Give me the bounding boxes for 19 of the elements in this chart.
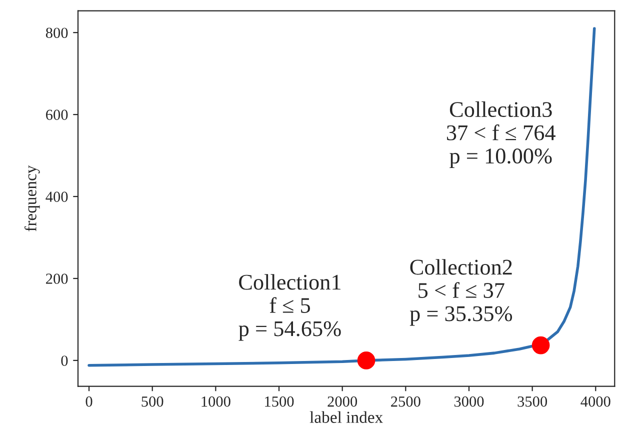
x-tick-label: 3000: [454, 396, 484, 407]
x-tick-label: 3500: [518, 396, 548, 407]
annotation: Collection1 f ≤ 5 p = 54.65%: [238, 274, 341, 341]
x-tick-label: 1000: [202, 396, 230, 407]
annotation: Collection3 37 < f ≤ 764 p = 10.00%: [446, 101, 556, 168]
x-axis-title: label index: [310, 411, 383, 423]
annotation: Collection2 5 < f ≤ 37 p = 35.35%: [410, 259, 512, 326]
y-tick-label: 800: [46, 28, 68, 38]
x-tick-label: 500: [142, 396, 164, 407]
y-axis-title: frequency: [24, 165, 40, 232]
x-tick-label: 1500: [265, 396, 294, 407]
y-tick-label: 0: [61, 356, 68, 366]
x-tick-label: 4000: [580, 396, 610, 407]
x-tick-label: 0: [86, 396, 92, 407]
y-tick-label: 200: [46, 274, 68, 284]
x-tick-label: 2000: [328, 396, 358, 407]
x-tick-label: 2500: [391, 396, 420, 407]
y-tick-label: 600: [46, 110, 68, 120]
y-tick-label: 400: [46, 192, 68, 202]
